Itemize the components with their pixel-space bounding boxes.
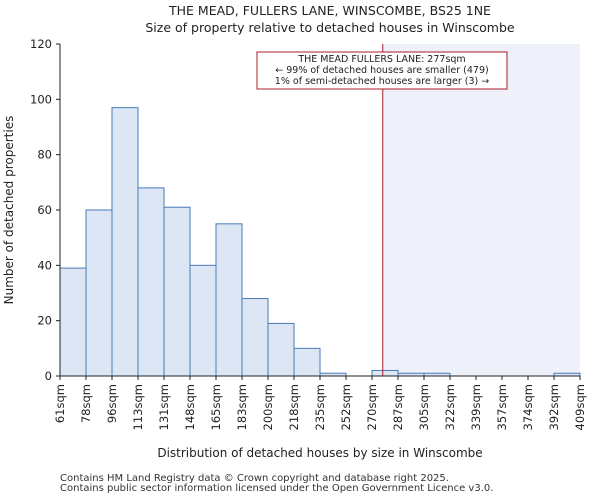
- histogram-bar: [85, 209, 113, 377]
- x-tick-label: 374sqm: [521, 384, 535, 430]
- annotation-line-2: ← 99% of detached houses are smaller (47…: [275, 65, 488, 76]
- x-tick-label: 113sqm: [131, 384, 145, 430]
- histogram-bar: [215, 223, 243, 377]
- y-axis-label: Number of detached properties: [2, 116, 16, 305]
- chart-subtitle: Size of property relative to detached ho…: [145, 20, 515, 35]
- y-tick-label: 40: [37, 258, 52, 272]
- y-tick-label: 100: [30, 92, 52, 106]
- annotation-line-1: THE MEAD FULLERS LANE: 277sqm: [297, 54, 465, 65]
- histogram-bar: [371, 369, 399, 377]
- annotation-line-3: 1% of semi-detached houses are larger (3…: [275, 76, 489, 87]
- histogram-bar: [59, 267, 87, 377]
- x-tick-label: 218sqm: [287, 384, 301, 430]
- y-tick-label: 80: [37, 148, 52, 162]
- annotation-box: [256, 51, 508, 90]
- y-tick-label: 120: [30, 37, 52, 51]
- histogram-bar: [111, 107, 139, 377]
- x-tick-label: 322sqm: [443, 384, 457, 430]
- histogram-bar: [137, 187, 165, 377]
- x-tick-label: 200sqm: [261, 384, 275, 430]
- y-tick-label: 60: [37, 203, 52, 217]
- x-tick-label: 252sqm: [339, 384, 353, 430]
- histogram-bar: [267, 322, 295, 377]
- x-tick-label: 305sqm: [417, 384, 431, 430]
- x-tick-label: 392sqm: [547, 384, 561, 430]
- chart-title: THE MEAD, FULLERS LANE, WINSCOMBE, BS25 …: [168, 3, 491, 18]
- x-tick-label: 339sqm: [469, 384, 483, 430]
- histogram-bar: [189, 264, 217, 377]
- x-tick-label: 96sqm: [105, 384, 119, 423]
- footer-copyright: Contains HM Land Registry data © Crown c…: [60, 473, 449, 484]
- larger-region-shade: [382, 44, 580, 376]
- footer-licence: Contains public sector information licen…: [60, 483, 494, 494]
- x-tick-label: 78sqm: [79, 384, 93, 423]
- x-tick-label: 270sqm: [365, 384, 379, 430]
- x-tick-label: 165sqm: [209, 384, 223, 430]
- x-axis-label: Distribution of detached houses by size …: [157, 446, 482, 460]
- marker-annotation: THE MEAD FULLERS LANE: 277sqm ← 99% of d…: [256, 51, 508, 90]
- histogram-bar: [293, 347, 321, 377]
- x-tick-label: 409sqm: [573, 384, 587, 430]
- y-tick-label: 20: [37, 314, 52, 328]
- y-tick-label: 0: [45, 369, 52, 383]
- x-tick-label: 148sqm: [183, 384, 197, 430]
- x-tick-label: 235sqm: [313, 384, 327, 430]
- x-tick-label: 357sqm: [495, 384, 509, 430]
- x-tick-label: 61sqm: [53, 384, 67, 423]
- histogram-bar: [163, 206, 191, 377]
- x-tick-label: 131sqm: [157, 384, 171, 430]
- x-tick-label: 183sqm: [235, 384, 249, 430]
- x-tick-label: 287sqm: [391, 384, 405, 430]
- histogram-bar: [241, 298, 269, 377]
